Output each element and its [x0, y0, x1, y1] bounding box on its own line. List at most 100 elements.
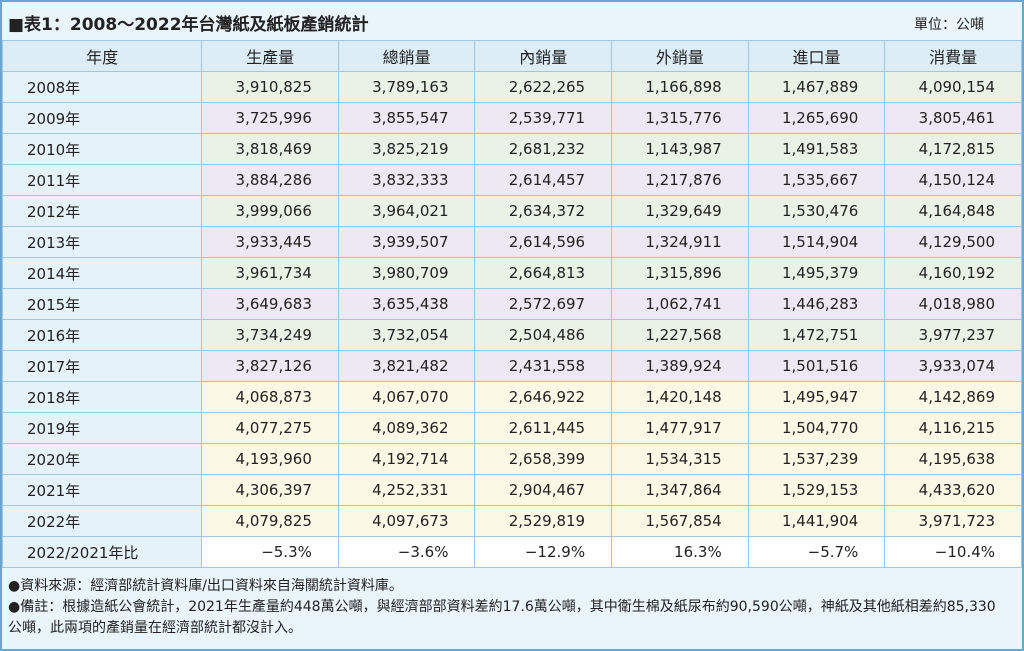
table-row: 2011年 3,884,286 3,832,333 2,614,457 1,217,87… [1, 164, 1022, 196]
cell: 1,420,148 [611, 381, 749, 413]
row-label: 2022年 [1, 505, 203, 537]
cell: −5.7% [747, 536, 886, 568]
cell: 3,961,734 [201, 257, 339, 289]
row-label: 2009年 [1, 102, 203, 134]
table-row: 2020年 4,193,960 4,192,714 2,658,399 1,534,31… [1, 443, 1022, 475]
table-row: 2014年 3,961,734 3,980,709 2,664,813 1,315,89… [1, 257, 1022, 289]
cell: 1,062,741 [611, 288, 749, 320]
cell: 4,079,825 [201, 505, 339, 537]
cell: 4,172,815 [884, 133, 1022, 165]
cell: −3.6% [337, 536, 476, 568]
column-header: 進口量 [747, 40, 886, 72]
cell: 1,472,751 [747, 319, 886, 351]
cell: 3,910,825 [201, 71, 339, 103]
row-label: 2021年 [1, 474, 203, 506]
cell: 3,649,683 [201, 288, 339, 320]
cell: 4,192,714 [337, 443, 476, 475]
note: ●備註：根據造紙公會統計，2021年生產量約448萬公噸，與經濟部部資料差約17… [8, 599, 996, 636]
cell: 3,884,286 [201, 164, 339, 196]
cell: 1,535,667 [747, 164, 886, 196]
row-label: 2015年 [1, 288, 203, 320]
cell: 1,491,583 [747, 133, 886, 165]
column-header: 生產量 [201, 40, 339, 72]
cell: 2,431,558 [474, 350, 613, 382]
column-header: 消費量 [884, 40, 1022, 72]
cell: 3,977,237 [884, 319, 1022, 351]
cell: 4,090,154 [884, 71, 1022, 103]
cell: 2,614,457 [474, 164, 613, 196]
cell: 4,195,638 [884, 443, 1022, 475]
unit: 單位：公噸 [914, 17, 984, 33]
table-row: 2015年 3,649,683 3,635,438 2,572,697 1,062,74… [1, 288, 1022, 320]
row-label: 2013年 [1, 226, 203, 258]
cell: 2,681,232 [474, 133, 613, 165]
row-label: 2022/2021年比 [1, 536, 203, 568]
row-label: 2012年 [1, 195, 203, 227]
cell: 4,067,070 [337, 381, 476, 413]
row-label: 2014年 [1, 257, 203, 289]
cell: 3,939,507 [337, 226, 476, 258]
table-row: 2009年 3,725,996 3,855,547 2,539,771 1,315,77… [1, 102, 1022, 134]
table-row: 2010年 3,818,469 3,825,219 2,681,232 1,143,98… [1, 133, 1022, 165]
cell: 2,646,922 [474, 381, 613, 413]
cell: 4,160,192 [884, 257, 1022, 289]
cell: 4,193,960 [201, 443, 339, 475]
table-row: 2022年 4,079,825 4,097,673 2,529,819 1,567,85… [1, 505, 1022, 537]
table-row: 2017年 3,827,126 3,821,482 2,431,558 1,389,92… [1, 350, 1022, 382]
table-row: 2022/2021年比 −5.3% −3.6% −12.9% 16.3% −5.7% −10… [1, 536, 1022, 568]
cell: 1,441,904 [747, 505, 886, 537]
cell: 2,904,467 [474, 474, 613, 506]
cell: 3,980,709 [337, 257, 476, 289]
cell: 4,116,215 [884, 412, 1022, 444]
cell: 3,732,054 [337, 319, 476, 351]
column-header: 年度 [1, 40, 203, 72]
cell: 1,495,379 [747, 257, 886, 289]
cell: 2,614,596 [474, 226, 613, 258]
cell: 1,315,776 [611, 102, 749, 134]
cell: 1,537,239 [747, 443, 886, 475]
cell: 1,143,987 [611, 133, 749, 165]
cell: 4,164,848 [884, 195, 1022, 227]
cell: 2,658,399 [474, 443, 613, 475]
cell: −5.3% [201, 536, 339, 568]
cell: 1,534,315 [611, 443, 749, 475]
cell: 1,504,770 [747, 412, 886, 444]
cell: 3,805,461 [884, 102, 1022, 134]
cell: 3,635,438 [337, 288, 476, 320]
cell: 4,142,869 [884, 381, 1022, 413]
note: ●資料來源：經濟部統計資料庫/出口資料來自海關統計資料庫。 [8, 578, 403, 594]
cell: 3,971,723 [884, 505, 1022, 537]
notes: ●資料來源：經濟部統計資料庫/出口資料來自海關統計資料庫。 ●備註：根據造紙公會統… [8, 576, 1008, 639]
cell: 4,068,873 [201, 381, 339, 413]
cell: 4,150,124 [884, 164, 1022, 196]
column-header: 總銷量 [337, 40, 476, 72]
table-row: 2016年 3,734,249 3,732,054 2,504,486 1,227,56… [1, 319, 1022, 351]
cell: 2,539,771 [474, 102, 613, 134]
cell: 2,572,697 [474, 288, 613, 320]
cell: 1,227,568 [611, 319, 749, 351]
row-label: 2016年 [1, 319, 203, 351]
cell: 4,018,980 [884, 288, 1022, 320]
row-label: 2019年 [1, 412, 203, 444]
cell: 3,827,126 [201, 350, 339, 382]
cell: 4,433,620 [884, 474, 1022, 506]
row-label: 2020年 [1, 443, 203, 475]
cell: 1,324,911 [611, 226, 749, 258]
cell: 1,514,904 [747, 226, 886, 258]
cell: 3,821,482 [337, 350, 476, 382]
column-header: 外銷量 [611, 40, 749, 72]
cell: 1,446,283 [747, 288, 886, 320]
cell: 1,567,854 [611, 505, 749, 537]
cell: 1,265,690 [747, 102, 886, 134]
cell: 4,306,397 [201, 474, 339, 506]
cell: 3,855,547 [337, 102, 476, 134]
cell: 1,477,917 [611, 412, 749, 444]
cell: 2,529,819 [474, 505, 613, 537]
row-label: 2017年 [1, 350, 203, 382]
cell: 1,166,898 [611, 71, 749, 103]
title: ■表1：2008～2022年台灣紙及紙板產銷統計 [8, 15, 369, 35]
table: 年度 生產量 總銷量 內銷量 外銷量 進口量 消費量 2008年 3,910,825 3,789,… [1, 40, 1022, 568]
row-label: 2018年 [1, 381, 203, 413]
cell: 1,347,864 [611, 474, 749, 506]
cell: 2,634,372 [474, 195, 613, 227]
